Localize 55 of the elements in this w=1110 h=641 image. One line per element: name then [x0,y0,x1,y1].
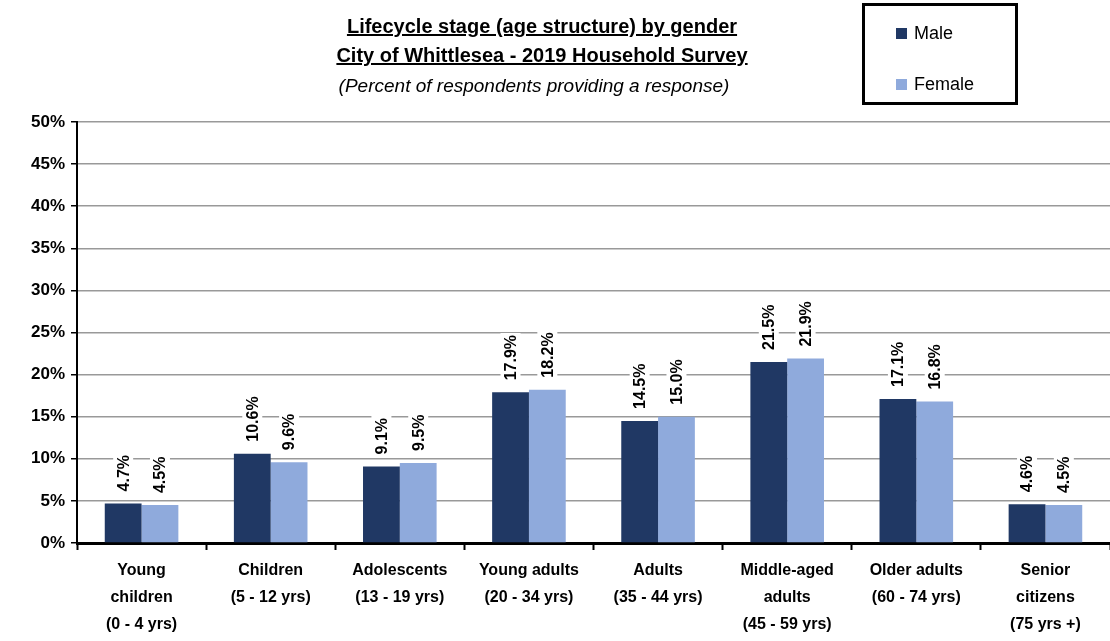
data-label: 21.5% [760,304,778,350]
data-label: 4.5% [1055,456,1073,494]
bar [658,416,695,543]
chart-subtitle: (Percent of respondents providing a response) [338,75,730,96]
x-tick-label: Adults (35 - 44 yrs) [613,561,703,606]
bar [1008,504,1046,543]
x-tick-label: Senior citizens (75 yrs +) [1010,561,1081,633]
bar [879,399,917,543]
y-tick-label: 40% [30,195,65,215]
data-label: 4.5% [151,456,169,494]
x-tick-label: Adolescents (13 - 19 yrs) [352,561,448,606]
data-label: 15.0% [667,359,685,405]
data-label: 18.2% [538,332,556,378]
y-tick-label: 45% [30,153,65,173]
data-label: 9.5% [409,414,427,452]
bar [270,462,308,543]
bar [750,361,788,543]
y-tick-label: 5% [40,490,65,510]
bar [621,420,659,543]
y-tick-label: 15% [30,406,65,426]
bar [787,358,824,543]
chart-title: Lifecycle stage (age structure) by gender City of Whittlesea - 2019 Household Survey [336,15,748,66]
bar [528,389,566,543]
data-label: 9.1% [372,417,390,455]
y-tick-label: 30% [30,280,65,300]
x-tick-label: Young children (0 - 4 yrs) [105,561,178,633]
x-tick-label: Older adults (60 - 74 yrs) [869,561,964,606]
data-label: 10.6% [243,396,261,442]
bar [141,505,179,543]
y-tick-label: 25% [30,322,65,342]
data-label: 21.9% [796,301,814,347]
bar [233,453,271,543]
y-tick-label: 10% [30,448,65,468]
y-tick-label: 50% [30,111,65,131]
legend-label: Female [914,73,975,95]
y-tick-label: 0% [40,532,65,552]
data-label: 16.8% [926,344,944,390]
bar [104,503,142,543]
bar [1045,505,1083,543]
legend-label: Male [914,22,954,44]
data-label: 9.6% [280,413,298,451]
data-label: 14.5% [631,363,649,409]
y-tick-label: 35% [30,237,65,257]
bar [916,401,954,543]
data-label: 17.9% [501,334,519,381]
data-label: 17.1% [889,341,907,388]
x-tick-label: Children (5 - 12 yrs) [230,561,311,606]
x-tick-label: Middle-aged adults (45 - 59 yrs) [740,561,834,633]
bar [399,463,437,543]
x-tick-label: Young adults (20 - 34 yrs) [478,561,580,606]
bar [492,392,529,543]
data-label: 4.6% [1018,455,1036,493]
y-tick-label: 20% [30,364,65,384]
bar [363,466,400,543]
data-label: 4.7% [114,454,132,492]
